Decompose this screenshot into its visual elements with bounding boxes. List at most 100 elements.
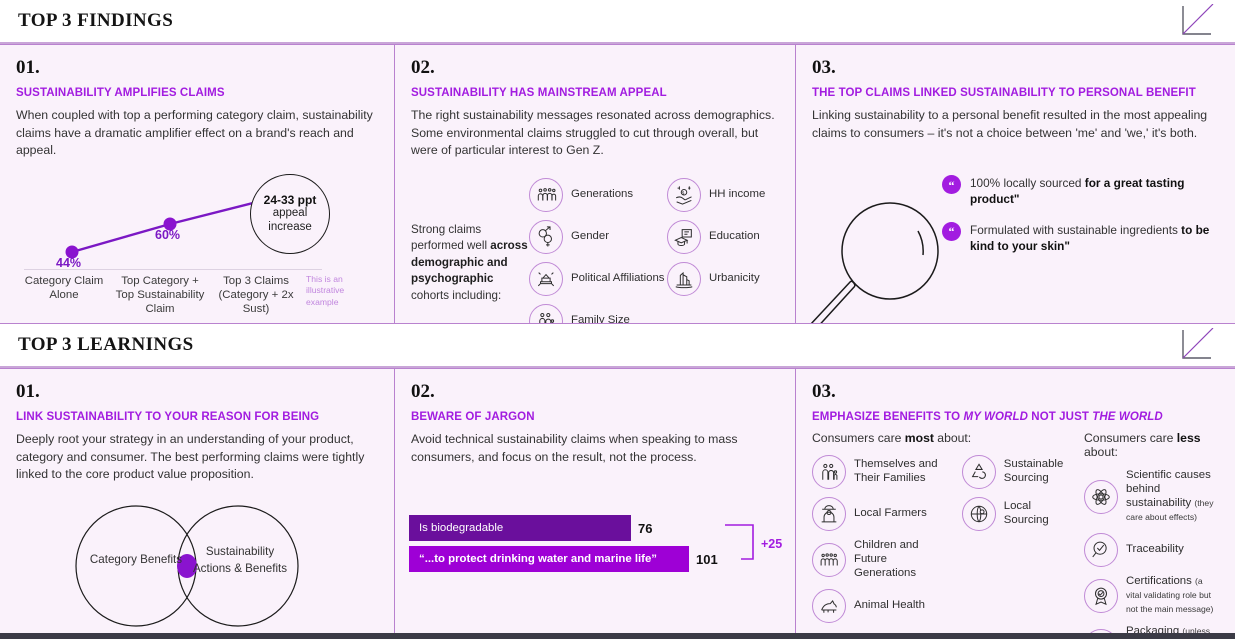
quote-mark-icon: “ [942,175,961,194]
care-most-lists: Themselves and Their Families [812,455,1070,624]
care-most-group: Consumers care most about: Them [812,431,1070,638]
card-kicker: SUSTAINABILITY AMPLIFIES CLAIMS [16,87,225,99]
bar-benefit-phrasing: “...to protect drinking water and marine… [409,546,689,572]
chart-category-label: Category Claim Alone [24,274,104,301]
list-item-label: Sustainable Sourcing [1003,458,1064,485]
findings-card-01: 01. SUSTAINABILITY AMPLIFIES CLAIMS When… [0,45,394,323]
kicker-italic-1: MY WORLD [963,411,1028,423]
chart-category-labels: Category Claim Alone Top Category + Top … [16,274,326,317]
findings-section-title: TOP 3 FINDINGS [18,10,174,31]
care-less-list: Scientific causes behind sustainability … [1084,469,1219,638]
list-item-label: Certifications (a vital validating role … [1126,575,1219,617]
generations-icon [529,177,563,212]
care-most-right: Sustainable Sourcing [961,455,1070,623]
line-point-label-1: 44% [56,255,82,270]
chart-axis-line [24,268,322,270]
delta-bracket-line [725,524,754,560]
card-kicker: SUSTAINABILITY HAS MAINSTREAM APPEAL [411,87,667,99]
quote-bold: to be kind to your skin" [970,222,1210,253]
cohort-icons-right: $ HH income [667,177,766,323]
care-most-left: Themselves and Their Families [812,455,950,624]
card-body: Deeply root your strategy in an understa… [16,432,365,482]
list-item-label: HH income [709,187,766,200]
list-item-label: Themselves and Their Families [854,458,938,485]
care-columns: Consumers care most about: Them [812,431,1219,638]
education-icon [667,219,701,254]
card-number: 01. [16,381,40,402]
list-item: Family Size [529,303,667,323]
quote-plain: Formulated with sustainable ingredients [970,222,1182,237]
illustrative-note: This is an illustrative example [306,273,345,307]
card-kicker: THE TOP CLAIMS LINKED SUSTAINABILITY TO … [812,87,1196,99]
animal-health-icon [812,589,846,624]
less-note: (a vital validating role but not the mai… [1126,576,1214,614]
venn-label-right: Sustainability Actions & Benefits [192,544,288,575]
list-item-label: Family Size [571,313,630,323]
list-item-label: Gender [571,229,609,242]
cohort-icons-left: Generations Gender [529,177,667,323]
list-item: Political Affiliations [529,261,667,296]
card-number: 03. [812,381,836,402]
list-item-label: Local Sourcing [1003,500,1049,527]
findings-section-header: TOP 3 FINDINGS [0,0,1235,44]
appeal-line-chart: 44% 60% 74% Category Claim Alone Top Cat… [16,173,378,323]
care-head-part-1: Consumers care [812,431,905,446]
findings-card-02: 02. SUSTAINABILITY HAS MAINSTREAM APPEAL… [394,45,795,323]
care-less-heading: Consumers care less about: [1084,431,1219,459]
card-kicker: EMPHASIZE BENEFITS TO MY WORLD NOT JUST … [812,410,1219,424]
list-item: Urbanicity [667,261,765,296]
care-head-bold: most [904,431,934,446]
care-head-part-2: about: [933,431,972,446]
appeal-increase-badge: 24-33 ppt appeal increase [250,173,330,254]
list-item: Education [667,219,765,254]
recycle-leaf-icon [961,455,996,490]
card-body: When coupled with top a performing categ… [16,108,373,158]
card-number: 03. [812,57,836,78]
learnings-card-01: 01. LINK SUSTAINABILITY TO YOUR REASON F… [0,369,394,638]
bar-biodegradable: Is biodegradable [409,515,631,541]
list-item-label: Local Farmers [854,507,927,520]
list-item-label: Scientific causes behind sustainability … [1126,469,1219,525]
list-item-label: Political Affiliations [571,271,665,284]
learnings-section-header: TOP 3 LEARNINGS [0,324,1235,368]
quote-list: “ 100% locally sourced for a great tasti… [942,175,1227,268]
chart-category-label: Top Category + Top Sustainability Claim [115,274,205,316]
bar-row: Is biodegradable 76 [409,515,781,541]
list-item: Generations [529,177,667,212]
list-item: Themselves and Their Families [812,455,950,490]
card-number: 02. [411,57,435,78]
cohort-intro-part-2: cohorts including: [411,288,502,302]
list-item: $ HH income [667,177,766,212]
venn-label-left: Category Benefits [89,552,183,566]
list-item-label: Education [709,229,760,242]
quote-text: Formulated with sustainable ingredients … [970,222,1227,255]
list-item-label: Animal Health [854,599,925,612]
household-income-icon: $ [667,177,701,212]
cohort-intro-part-1: Strong claims performed well [411,222,491,253]
learnings-card-02: 02. BEWARE OF JARGON Avoid technical sus… [394,369,795,638]
badge-line-2: appeal [272,207,308,220]
list-item: Children and Future Generations [812,539,950,581]
list-item-label: Children and Future Generations [854,539,919,580]
cohort-block: Strong claims performed well across demo… [411,177,779,323]
venn-circles [75,505,299,627]
cohort-intro-text: Strong claims performed well across demo… [411,178,529,323]
delta-bracket: +25 [725,515,785,581]
bar-value: 76 [638,520,653,536]
magnifying-glass-icon [810,202,939,323]
quote-text: 100% locally sourced for a great tasting… [970,175,1227,208]
learnings-card-03: 03. EMPHASIZE BENEFITS TO MY WORLD NOT J… [795,369,1235,638]
chart-category-label: Top 3 Claims (Category + 2x Sust) [218,274,294,316]
quote-bold: for a great tasting product" [970,176,1185,207]
bar-row: “...to protect drinking water and marine… [409,546,781,572]
card-kicker: BEWARE OF JARGON [411,411,535,423]
venn-diagram: Category Benefits Sustainability Actions… [16,498,378,638]
bar-value: 101 [696,551,718,567]
atom-icon [1084,480,1118,515]
badge-line-3: increase [268,220,312,233]
badge-value: 24-33 ppt [263,192,317,207]
card-number: 01. [16,57,40,78]
certification-badge-icon [1084,578,1118,613]
card-body: Avoid technical sustainability claims wh… [411,432,738,464]
